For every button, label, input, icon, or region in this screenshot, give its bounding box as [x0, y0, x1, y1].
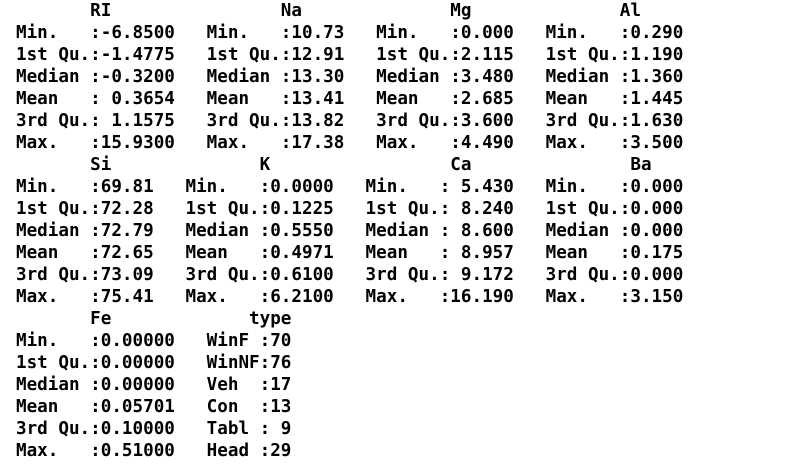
summary-row: 3rd Qu.:73.09 3rd Qu.:0.6100 3rd Qu.: 9.…	[16, 265, 684, 285]
summary-row: Min. :0.00000 WinF :70	[16, 331, 292, 351]
summary-row: 1st Qu.:-1.4775 1st Qu.:12.91 1st Qu.:2.…	[16, 45, 684, 65]
summary-row: Min. :69.81 Min. :0.0000 Min. : 5.430 Mi…	[16, 177, 684, 197]
summary-row: Max. :0.51000 Head :29	[16, 441, 292, 461]
summary-row: Mean :0.05701 Con :13	[16, 397, 292, 417]
summary-header-row-1: RI Na Mg Al	[16, 1, 641, 21]
summary-row: 3rd Qu.:0.10000 Tabl : 9	[16, 419, 292, 439]
summary-row: Mean :72.65 Mean :0.4971 Mean : 8.957 Me…	[16, 243, 684, 263]
summary-row: Max. :15.9300 Max. :17.38 Max. :4.490 Ma…	[16, 133, 684, 153]
summary-row: Median :0.00000 Veh :17	[16, 375, 292, 395]
summary-header-row-3: Fe type	[16, 309, 292, 329]
summary-row: 1st Qu.:72.28 1st Qu.:0.1225 1st Qu.: 8.…	[16, 199, 684, 219]
summary-row: Median :-0.3200 Median :13.30 Median :3.…	[16, 67, 684, 87]
summary-row: Median :72.79 Median :0.5550 Median : 8.…	[16, 221, 684, 241]
summary-header-row-2: Si K Ca Ba	[16, 155, 652, 175]
summary-row: Min. :-6.8500 Min. :10.73 Min. :0.000 Mi…	[16, 23, 684, 43]
summary-row: 1st Qu.:0.00000 WinNF:76	[16, 353, 292, 373]
summary-row: Mean : 0.3654 Mean :13.41 Mean :2.685 Me…	[16, 89, 684, 109]
summary-row: Max. :75.41 Max. :6.2100 Max. :16.190 Ma…	[16, 287, 684, 307]
summary-row: 3rd Qu.: 1.1575 3rd Qu.:13.82 3rd Qu.:3.…	[16, 111, 684, 131]
